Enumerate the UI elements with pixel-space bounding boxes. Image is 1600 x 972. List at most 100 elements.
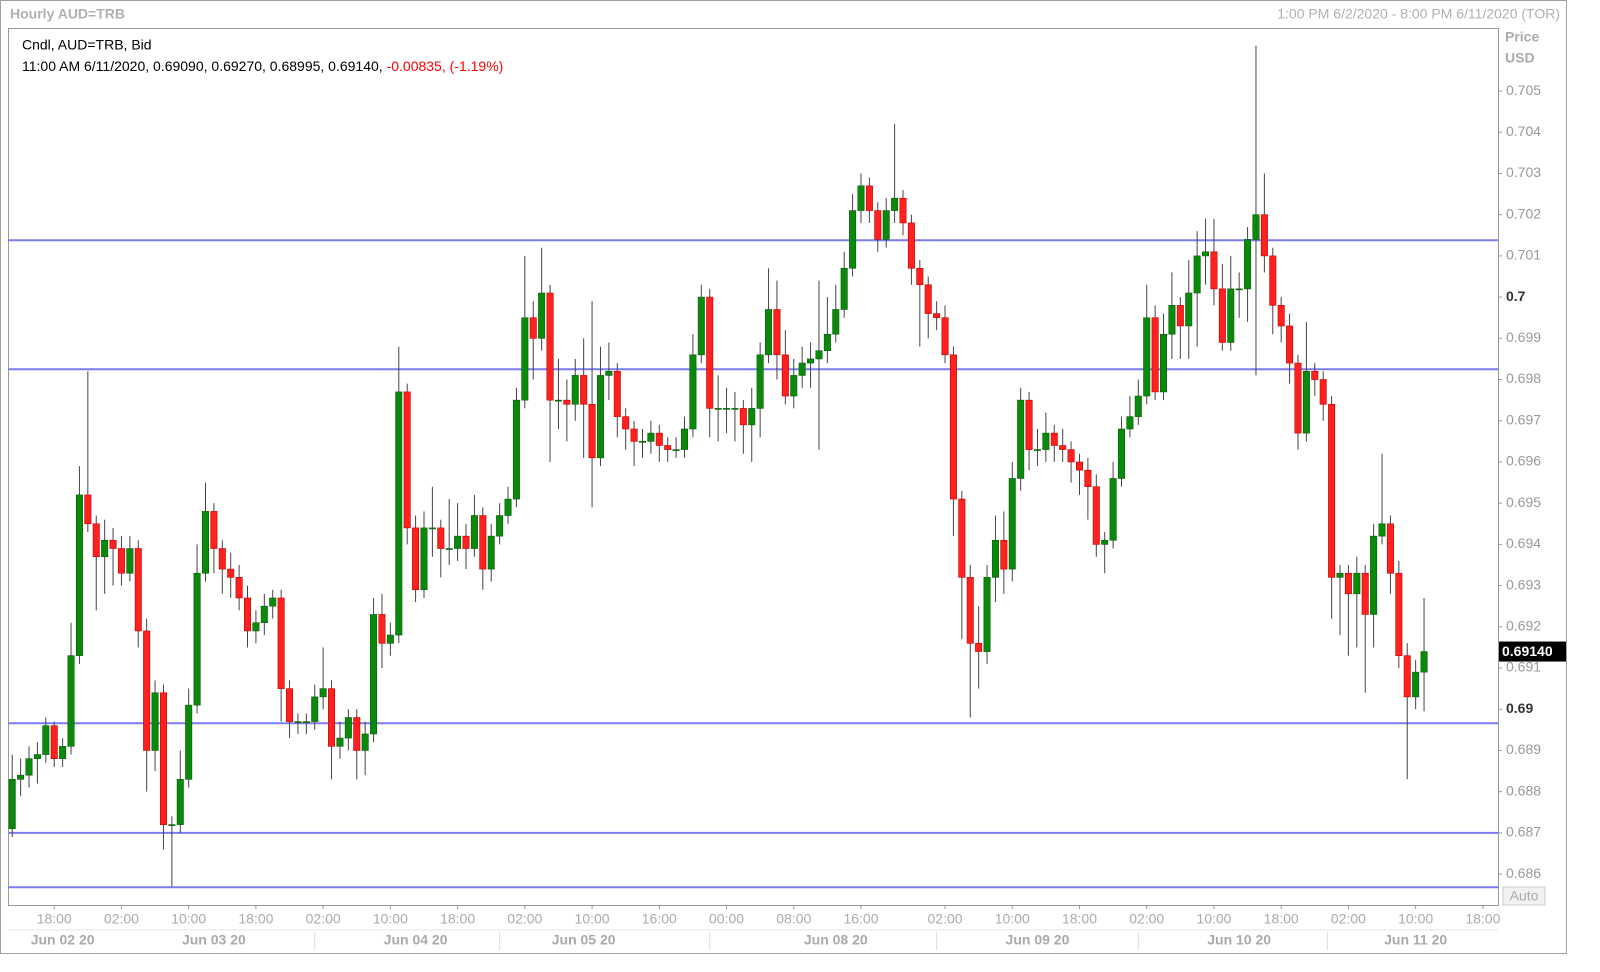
candle-body [1075, 461, 1083, 471]
candle-body [454, 535, 462, 549]
y-tick-label: 0.704 [1506, 123, 1541, 139]
candle-body [1000, 539, 1008, 570]
candle-body [882, 210, 890, 240]
candle-body [596, 375, 604, 459]
candle-body [815, 350, 823, 360]
candle-body [1294, 362, 1302, 434]
candle-body [647, 432, 655, 442]
candle-body [1260, 214, 1268, 257]
x-tick-label: 10:00 [575, 911, 610, 927]
candle-body [294, 721, 302, 723]
candle-body [672, 449, 680, 451]
candle-body [857, 185, 865, 211]
candle-body [529, 317, 537, 339]
candle-body [1109, 478, 1117, 541]
candle-body [462, 535, 470, 549]
info-change: -0.00835, (-1.19%) [387, 58, 504, 74]
candle-body [286, 688, 294, 722]
candle-body [1269, 255, 1277, 306]
candle-body [1328, 403, 1336, 578]
candle-body [1143, 317, 1151, 397]
candle-body [798, 362, 806, 376]
candle-body [1244, 239, 1252, 290]
last-price-label: 0.69140 [1502, 643, 1553, 659]
candle-body [1025, 399, 1033, 450]
candle-body [176, 779, 184, 825]
x-tick-label: 02:00 [306, 911, 341, 927]
candle-body [1361, 572, 1369, 615]
candle-body [664, 445, 672, 450]
candle-body [1218, 288, 1226, 343]
x-tick-label: 02:00 [1129, 911, 1164, 927]
candle-body [765, 309, 773, 356]
candle-body [378, 614, 386, 644]
candle-body [1176, 305, 1184, 327]
scale-mode-box[interactable] [1502, 886, 1546, 906]
candle-body [958, 498, 966, 578]
candle-body [92, 523, 100, 558]
candle-body [319, 688, 327, 698]
candle-body [1378, 523, 1386, 537]
candle-body [244, 597, 252, 632]
x-tick-label: 18:00 [440, 911, 475, 927]
candle-body [706, 296, 714, 409]
date-label: Jun 05 20 [552, 932, 616, 948]
candle-body [1050, 432, 1058, 446]
x-tick-label: 02:00 [104, 911, 139, 927]
candle-body [739, 408, 747, 426]
y-tick-label: 0.699 [1506, 329, 1541, 345]
candle-body [899, 197, 907, 224]
candle-body [470, 515, 478, 549]
candle-body [1302, 370, 1310, 434]
scale-mode[interactable]: Auto [1510, 888, 1539, 904]
candle-body [924, 284, 932, 314]
candle-body [681, 428, 689, 450]
candle-body [25, 758, 33, 776]
candle-body [874, 210, 882, 240]
candle-body [1084, 469, 1092, 487]
candle-body [1033, 449, 1041, 451]
candle-body [126, 548, 134, 574]
candle-body [1210, 251, 1218, 290]
candle-body [210, 511, 218, 549]
candle-body [302, 721, 310, 723]
x-tick-label: 16:00 [843, 911, 878, 927]
y-axis-label: Price [1505, 29, 1539, 45]
candle-body [1160, 333, 1168, 393]
plot-frame [8, 28, 1499, 906]
candle-body [1277, 305, 1285, 327]
candle-body [33, 754, 41, 759]
y-tick-label: 0.703 [1506, 164, 1541, 180]
x-tick-label: 10:00 [1196, 911, 1231, 927]
candle-body [823, 333, 831, 351]
candle-body [512, 399, 520, 500]
candle-body [395, 391, 403, 636]
candle-body [1151, 317, 1159, 393]
info-line: 11:00 AM 6/11/2020, 0.69090, 0.69270, 0.… [22, 58, 503, 74]
candle-body [1412, 671, 1420, 698]
candle-body [1319, 379, 1327, 405]
candle-body [697, 296, 705, 356]
y-tick-label: 0.694 [1506, 535, 1541, 551]
candle-body [134, 548, 142, 632]
candle-body [1017, 399, 1025, 479]
y-tick-label: 0.701 [1506, 247, 1541, 263]
y-tick-label: 0.698 [1506, 370, 1541, 386]
candle-body [975, 643, 983, 652]
candle-body [966, 577, 974, 644]
candle-body [571, 375, 579, 405]
candle-body [370, 614, 378, 735]
candle-body [59, 746, 67, 759]
candle-body [949, 354, 957, 500]
candle-body [1092, 486, 1100, 545]
y-tick-label: 0.687 [1506, 824, 1541, 840]
candle-body [849, 210, 857, 269]
candle-body [865, 185, 873, 211]
candle-body [563, 399, 571, 405]
candle-body [1042, 432, 1050, 450]
y-tick-label: 0.7 [1506, 288, 1526, 304]
candle-body [311, 696, 319, 722]
candle-body [1252, 214, 1260, 240]
candle-body [260, 605, 268, 623]
